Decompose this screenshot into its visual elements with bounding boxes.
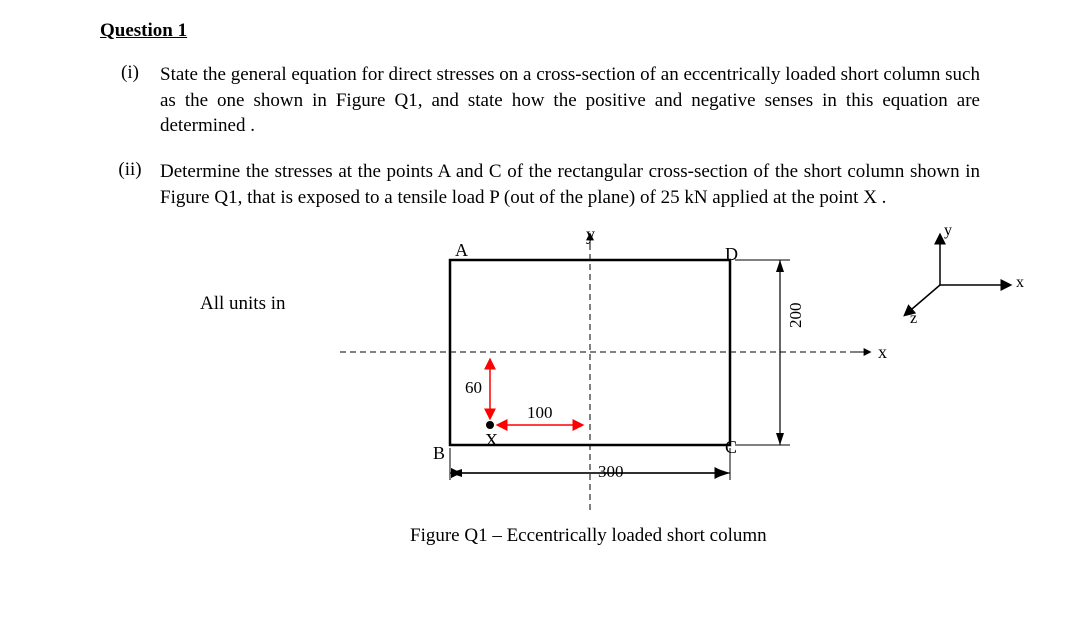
item-text: Determine the stresses at the points A a… — [160, 159, 980, 210]
item-number: (i) — [100, 62, 160, 139]
item-text: State the general equation for direct st… — [160, 62, 980, 139]
corner-d-label: D — [725, 244, 738, 265]
dim-200-label: 200 — [786, 303, 806, 329]
question-item: (ii) Determine the stresses at the point… — [100, 159, 980, 210]
dim-100-label: 100 — [527, 403, 553, 423]
figure-svg — [330, 230, 1030, 550]
figure-q1: y x A D B C X 60 100 300 200 y x z Figur… — [330, 230, 1030, 550]
triad-x-label: x — [1016, 274, 1024, 292]
figure-caption: Figure Q1 – Eccentrically loaded short c… — [410, 525, 767, 547]
axis-y-label: y — [586, 224, 595, 245]
item-number: (ii) — [100, 159, 160, 210]
triad-y-label: y — [944, 222, 952, 240]
dim-60-label: 60 — [465, 378, 482, 398]
axis-x-label: x — [878, 342, 887, 363]
corner-b-label: B — [433, 443, 445, 464]
triad-z-label: z — [910, 310, 917, 328]
corner-a-label: A — [455, 240, 468, 261]
point-x-label: X — [485, 430, 498, 451]
dim-300-label: 300 — [598, 462, 624, 482]
units-note: All units in — [200, 293, 286, 315]
question-item: (i) State the general equation for direc… — [100, 62, 980, 139]
corner-c-label: C — [725, 437, 737, 458]
question-title: Question 1 — [100, 20, 980, 42]
